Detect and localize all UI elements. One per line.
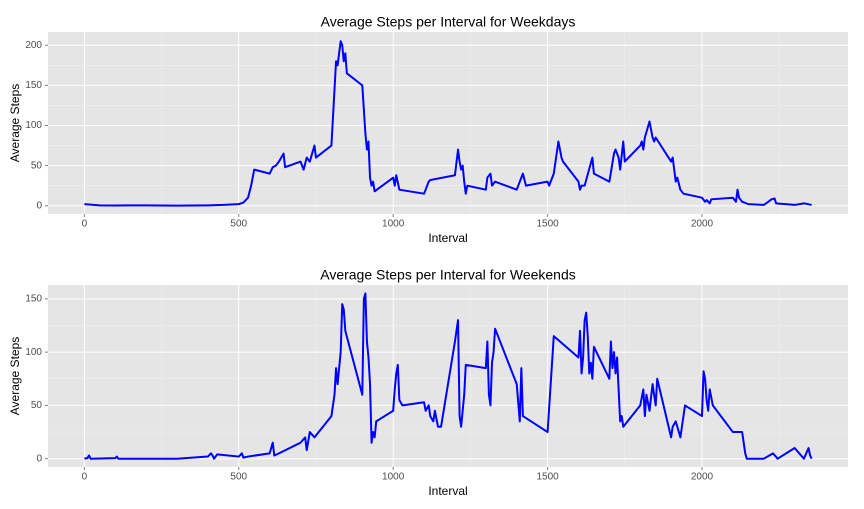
plot-background bbox=[48, 285, 848, 467]
x-tick-label: 500 bbox=[230, 472, 247, 483]
x-tick-label: 0 bbox=[82, 219, 88, 230]
y-axis-label: Average Steps bbox=[8, 337, 22, 416]
y-tick-label: 0 bbox=[36, 453, 42, 464]
y-tick-label: 200 bbox=[25, 40, 42, 51]
chart-title: Average Steps per Interval for Weekends bbox=[320, 267, 576, 283]
y-tick-label: 100 bbox=[25, 120, 42, 131]
y-tick-label: 50 bbox=[31, 160, 43, 171]
y-tick-label: 150 bbox=[25, 80, 42, 91]
y-axis-label: Average Steps bbox=[8, 84, 22, 163]
x-tick-label: 1000 bbox=[382, 472, 405, 483]
y-tick-label: 50 bbox=[31, 400, 43, 411]
x-tick-label: 1500 bbox=[536, 472, 559, 483]
x-tick-label: 500 bbox=[230, 219, 247, 230]
x-axis-label: Interval bbox=[428, 231, 467, 245]
x-axis-label: Interval bbox=[428, 484, 467, 498]
plot-background bbox=[48, 32, 848, 214]
chart-title: Average Steps per Interval for Weekdays bbox=[321, 14, 576, 30]
x-tick-label: 0 bbox=[82, 472, 88, 483]
y-tick-label: 150 bbox=[25, 293, 42, 304]
x-tick-label: 2000 bbox=[691, 472, 714, 483]
x-tick-label: 1500 bbox=[536, 219, 559, 230]
data-line bbox=[84, 40, 812, 207]
y-tick-label: 0 bbox=[36, 200, 42, 211]
x-tick-label: 2000 bbox=[691, 219, 714, 230]
y-tick-label: 100 bbox=[25, 347, 42, 358]
data-line bbox=[84, 292, 813, 460]
x-tick-label: 1000 bbox=[382, 219, 405, 230]
